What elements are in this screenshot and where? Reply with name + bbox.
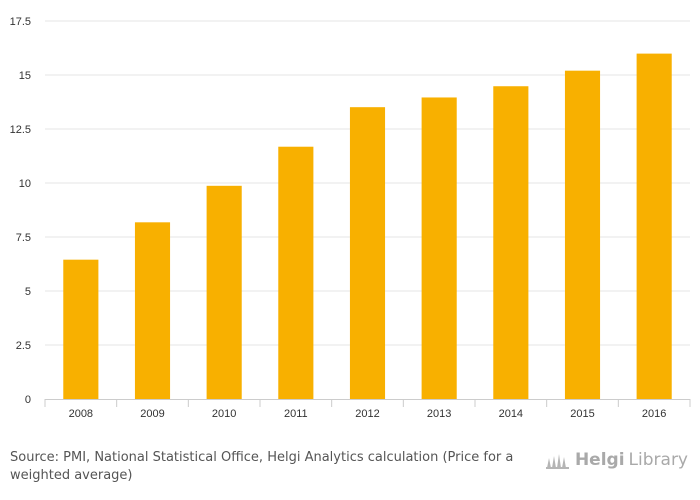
y-tick-label: 5	[25, 286, 31, 298]
x-tick-label: 2011	[284, 408, 308, 420]
x-axis	[44, 399, 691, 407]
bar-2016[interactable]	[636, 53, 672, 400]
helgilibrary-logo-icon	[545, 450, 571, 470]
y-tick-label: 15	[19, 70, 31, 82]
bar-chart: 0 2.5 5 7.5 10 12.5 15 17.5 2008 2009 2010 2011 201…	[10, 16, 691, 420]
x-tick-label: 2010	[212, 408, 236, 420]
x-tick-label: 2016	[642, 408, 666, 420]
bar-2008[interactable]	[63, 259, 99, 399]
x-tick-label: 2012	[355, 408, 379, 420]
helgilibrary-logo: Helgi Library	[545, 450, 688, 470]
x-tick-label: 2014	[499, 408, 523, 420]
y-tick-label: 2.5	[16, 340, 31, 352]
bar-2011[interactable]	[278, 146, 314, 399]
x-tick-label: 2015	[570, 408, 594, 420]
x-axis-labels: 2008 2009 2010 2011 2012 2013 2014 2015 2016	[69, 408, 667, 420]
y-axis-labels: 0 2.5 5 7.5 10 12.5 15 17.5	[10, 16, 31, 406]
bar-2014[interactable]	[493, 86, 529, 400]
brand-name-library: Library	[628, 450, 688, 470]
x-tick-label: 2008	[69, 408, 93, 420]
bar-2010[interactable]	[206, 185, 242, 399]
source-note: Source: PMI, National Statistical Office…	[10, 450, 514, 483]
y-tick-label: 12.5	[10, 124, 31, 136]
y-tick-label: 17.5	[10, 16, 31, 28]
bar-2013[interactable]	[421, 97, 457, 400]
bar-2015[interactable]	[564, 70, 601, 400]
bar-2012[interactable]	[349, 107, 386, 400]
y-tick-label: 10	[19, 178, 31, 190]
brand-name-helgi: Helgi	[574, 450, 625, 470]
x-tick-label: 2009	[140, 408, 164, 420]
y-tick-label: 0	[25, 394, 31, 406]
x-tick-label: 2013	[427, 408, 451, 420]
y-tick-label: 7.5	[16, 232, 31, 244]
bars	[63, 53, 672, 400]
bar-2009[interactable]	[134, 222, 171, 399]
